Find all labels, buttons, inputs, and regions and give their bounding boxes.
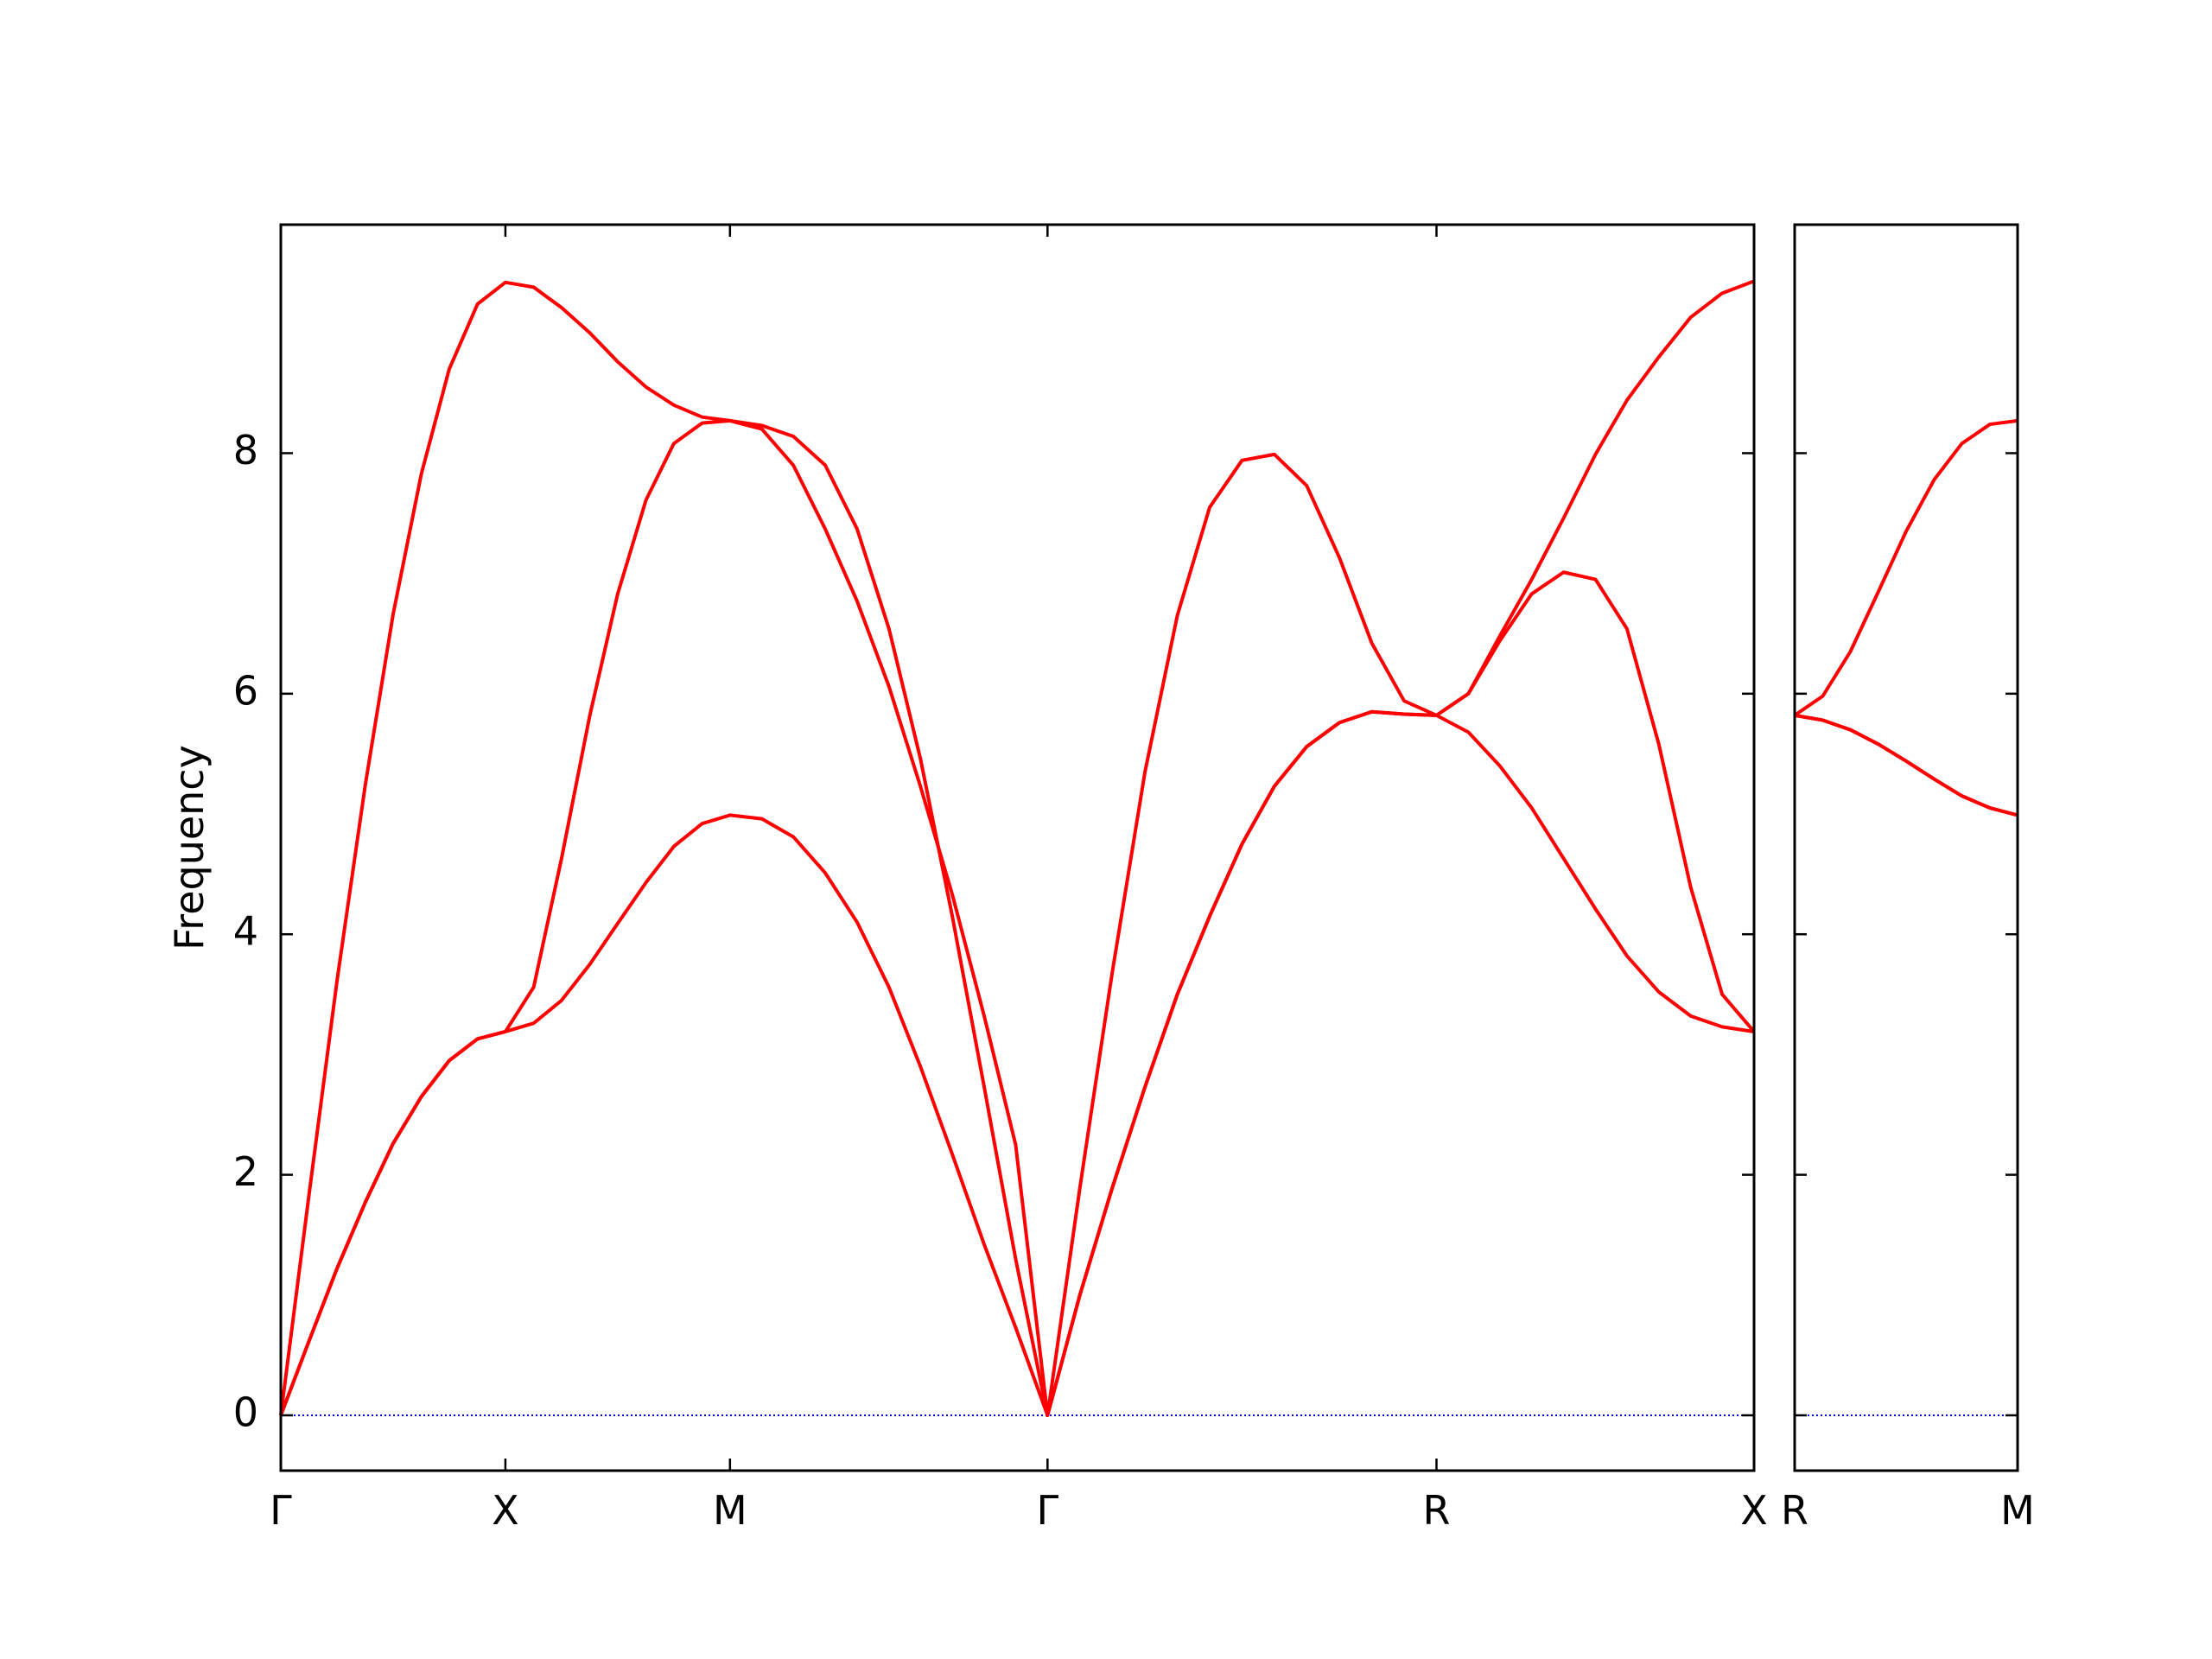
y-tick-label: 2: [233, 1148, 258, 1195]
band-line: [1793, 418, 2018, 717]
x-tick-label: X: [492, 1487, 519, 1534]
x-tick-label: M: [2000, 1487, 2035, 1534]
y-tick-label: 0: [233, 1389, 258, 1435]
y-tick-label: 8: [233, 427, 258, 474]
band-line: [1794, 713, 2018, 817]
x-tick-label: M: [713, 1487, 747, 1534]
band-line: [279, 709, 1755, 1417]
y-axis-label: Frequency: [166, 745, 213, 950]
x-tick-label: R: [1781, 1487, 1808, 1534]
y-tick-label: 4: [233, 908, 258, 955]
plot-frame: [1793, 223, 2019, 1472]
x-tick-label: Γ: [1037, 1487, 1059, 1534]
x-tick-label: R: [1423, 1487, 1451, 1534]
x-tick-label: Γ: [270, 1487, 292, 1534]
plot-frame: [279, 223, 1756, 1472]
band-line: [279, 279, 1755, 1417]
y-tick-label: 6: [233, 667, 258, 714]
x-tick-label: X: [1740, 1487, 1768, 1534]
band-line: [1794, 713, 2018, 817]
band-line: [279, 418, 1756, 1417]
